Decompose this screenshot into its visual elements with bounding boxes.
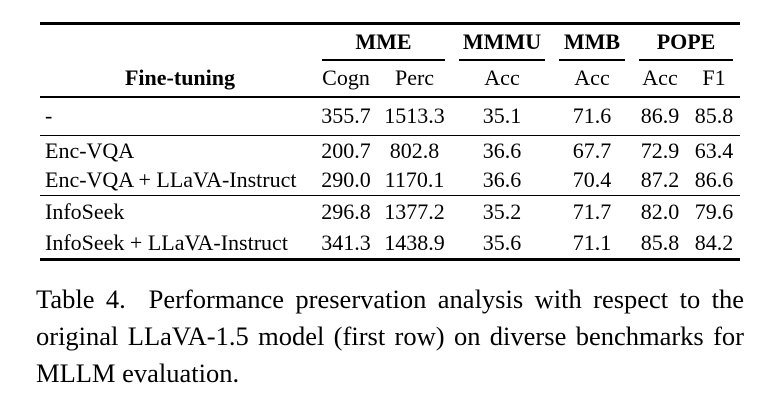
- cell-value: 1438.9: [384, 229, 445, 255]
- cell-value: 200.7: [321, 137, 371, 163]
- cell-value: 85.8: [640, 229, 680, 255]
- table-header: MME MMMU MMB POPE Fine-tuning Cogn Perc …: [40, 24, 741, 98]
- table-row: InfoSeek 296.8 1377.2 35.2 71.7 82.0 79.…: [40, 196, 740, 228]
- results-table-container: MME MMMU MMB POPE Fine-tuning Cogn Perc …: [40, 22, 741, 261]
- table-row: InfoSeek + LLaVA-Instruct 341.3 1438.9 3…: [40, 228, 740, 260]
- col-group-mme: MME: [315, 24, 452, 61]
- enc-vqa-section: Enc-VQA 200.7 802.8 36.6 67.7 72.9 63.4 …: [40, 136, 741, 196]
- sub-header-row: Fine-tuning Cogn Perc Acc Acc Acc F1: [40, 60, 741, 98]
- col-header-pope-acc: Acc: [632, 60, 689, 98]
- cell-value: 84.2: [694, 229, 734, 255]
- baseline-section: - 355.7 1513.3 35.1 71.6 86.9 85.8: [40, 97, 741, 136]
- cell-value: 87.2: [640, 167, 680, 193]
- cell-value: 1170.1: [384, 167, 445, 193]
- row-label: -: [45, 103, 53, 129]
- col-header-pope-f1: F1: [688, 60, 741, 98]
- caption-line: MLLM evaluation.: [36, 358, 240, 388]
- cell-value: 86.6: [694, 167, 734, 193]
- cell-value: 36.6: [482, 137, 522, 163]
- cell-value: 79.6: [694, 198, 734, 224]
- cell-value: 355.7: [321, 103, 371, 129]
- col-header-mme-cogn: Cogn: [315, 60, 377, 98]
- col-header-mme-perc: Perc: [377, 60, 453, 98]
- table-caption: Table 4. Performance preservation analys…: [36, 281, 744, 392]
- cell-value: 35.2: [482, 198, 522, 224]
- caption-line: original LLaVA-1.5 model (first row) on …: [36, 321, 744, 351]
- table-row: - 355.7 1513.3 35.1 71.6 86.9 85.8: [40, 97, 740, 136]
- col-header-mmmu-acc: Acc: [452, 60, 553, 98]
- row-label: InfoSeek: [45, 198, 125, 224]
- corner-spacer: [40, 24, 315, 61]
- cell-value: 1377.2: [384, 198, 445, 224]
- cell-value: 71.1: [572, 229, 612, 255]
- col-header-mmb-acc: Acc: [552, 60, 633, 98]
- cell-value: 82.0: [640, 198, 680, 224]
- group-header-row: MME MMMU MMB POPE: [40, 24, 740, 61]
- col-group-mmb: MMB: [552, 24, 632, 61]
- table-row: Enc-VQA 200.7 802.8 36.6 67.7 72.9 63.4: [40, 136, 740, 166]
- cell-value: 296.8: [321, 198, 371, 224]
- row-label: Enc-VQA + LLaVA-Instruct: [45, 167, 297, 193]
- caption-line: Table 4. Performance preservation analys…: [36, 284, 744, 314]
- col-group-pope: POPE: [632, 24, 740, 61]
- cell-value: 67.7: [572, 137, 612, 163]
- cell-value: 35.1: [482, 103, 522, 129]
- cell-value: 70.4: [572, 167, 612, 193]
- row-label: InfoSeek + LLaVA-Instruct: [45, 229, 288, 255]
- col-group-mmmu: MMMU: [452, 24, 552, 61]
- cell-value: 35.6: [482, 229, 522, 255]
- cell-value: 71.7: [572, 198, 612, 224]
- cell-value: 802.8: [389, 137, 440, 163]
- cell-value: 1513.3: [384, 103, 445, 129]
- cell-value: 85.8: [694, 103, 734, 129]
- cell-value: 63.4: [694, 137, 734, 163]
- results-table: MME MMMU MMB POPE Fine-tuning Cogn Perc …: [40, 22, 741, 261]
- cell-value: 341.3: [321, 229, 371, 255]
- cell-value: 36.6: [482, 167, 522, 193]
- table-row: Enc-VQA + LLaVA-Instruct 290.0 1170.1 36…: [40, 166, 740, 196]
- fine-tuning-column-header: Fine-tuning: [40, 60, 315, 98]
- row-label: Enc-VQA: [45, 137, 135, 163]
- cell-value: 290.0: [321, 167, 371, 193]
- cell-value: 72.9: [640, 137, 680, 163]
- cell-value: 86.9: [640, 103, 680, 129]
- infoseek-section: InfoSeek 296.8 1377.2 35.2 71.7 82.0 79.…: [40, 196, 740, 260]
- cell-value: 71.6: [572, 103, 612, 129]
